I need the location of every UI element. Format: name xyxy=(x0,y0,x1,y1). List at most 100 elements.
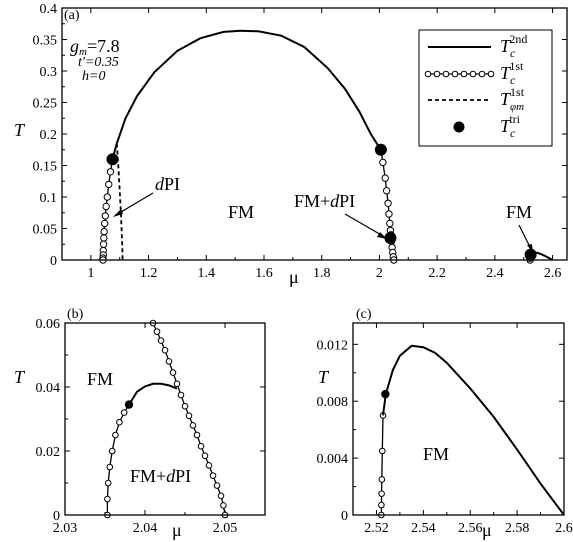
y-tick-label: 0.2 xyxy=(40,128,58,143)
x-tick-label: 2.52 xyxy=(364,521,389,536)
y-tick-label: 0.4 xyxy=(40,2,58,17)
series-Tphim1st xyxy=(115,143,124,261)
x-tick-label: 2.4 xyxy=(486,266,504,281)
open-circle-point xyxy=(106,168,115,176)
panel-c-xlabel: μ xyxy=(482,520,492,540)
open-circle-point xyxy=(153,328,161,335)
legend-entry-tphim1st: Tφm1st xyxy=(500,85,525,113)
open-circle-point xyxy=(385,210,393,218)
tricritical-point xyxy=(384,231,397,244)
tricritical-point xyxy=(106,153,119,166)
panel-a-xlabel: μ xyxy=(289,267,299,287)
open-circle-point xyxy=(120,409,128,416)
x-tick-label: 1.6 xyxy=(255,266,273,281)
x-tick-label: 2 xyxy=(376,266,383,281)
param-gm: gm=7.8 xyxy=(70,36,120,58)
x-tick-label: 1.4 xyxy=(198,266,216,281)
open-circle-point xyxy=(193,431,201,439)
x-tick-label: 2.56 xyxy=(458,521,483,536)
annotation-b-fm-dpi: FM+dPI xyxy=(130,466,191,486)
open-circle-point xyxy=(105,180,113,189)
panel-a-ticks: 1 1.2 1.4 1.6 1.8 2 2.2 2.4 2.6 0 0.05 0.1 0.15 0.2 0.… xyxy=(33,2,567,281)
annotation-fm-dpi-arrowhead xyxy=(377,232,387,239)
x-tick-label: 2.04 xyxy=(133,521,158,536)
open-circle-point xyxy=(157,337,165,344)
open-circle-point xyxy=(386,219,394,228)
x-tick-label: 1.8 xyxy=(313,266,331,281)
x-tick-label: 2.54 xyxy=(411,521,436,536)
tricritical-point xyxy=(374,143,387,156)
panel-c-label: (c) xyxy=(356,307,372,322)
open-circle-point xyxy=(378,490,385,497)
y-tick-label: 0.15 xyxy=(33,160,58,175)
annotation-fm-right: FM xyxy=(506,202,532,222)
panel-a-label: (a) xyxy=(64,8,80,23)
x-tick-label: 1 xyxy=(87,266,94,281)
open-circle-point xyxy=(116,418,123,426)
panel-b-ticks: 2.03 2.04 2.05 0 0.02 0.04 0.06 xyxy=(36,317,265,536)
panel-b: 2.03 2.04 2.05 0 0.02 0.04 0.06 (b) T μ FM FM+… xyxy=(14,307,266,540)
open-circle-point xyxy=(384,199,392,208)
tricritical-point xyxy=(381,389,390,399)
series-Tc2nd xyxy=(128,382,178,406)
series-Tc2nd xyxy=(111,29,382,160)
open-circle-point xyxy=(217,492,225,500)
legend-swatch-dot xyxy=(453,121,465,133)
tricritical-point xyxy=(124,400,134,409)
open-circle-point xyxy=(101,212,109,220)
open-circle-point xyxy=(181,402,189,410)
x-tick-label: 1.2 xyxy=(140,266,158,281)
open-circle-point xyxy=(165,358,173,365)
open-circle-point xyxy=(209,472,217,479)
y-tick-label: 0.05 xyxy=(33,223,58,238)
open-circle-point xyxy=(173,380,181,388)
y-tick-label: 0.06 xyxy=(36,317,61,332)
open-circle-point xyxy=(102,202,110,211)
open-circle-point xyxy=(205,462,213,469)
open-circle-point xyxy=(100,227,108,236)
x-tick-label: 2.6 xyxy=(555,521,573,536)
open-circle-point xyxy=(104,495,111,503)
open-circle-point xyxy=(103,193,112,201)
open-circle-point xyxy=(382,187,391,195)
legend-entry-tc1st: Tc1st xyxy=(500,59,524,87)
param-tprime: t'=0.35 xyxy=(78,55,119,70)
open-circle-point xyxy=(106,463,114,471)
open-circle-point xyxy=(378,476,386,483)
legend-entry-tc2nd: Tc2nd xyxy=(500,32,527,60)
open-circle-point xyxy=(381,174,389,182)
open-circle-point xyxy=(108,447,116,455)
panel-b-xlabel: μ xyxy=(172,520,182,540)
panel-c-ticks: 2.52 2.54 2.56 2.58 2.6 0 0.004 0.008 0.012 xyxy=(317,323,573,536)
open-circle-point xyxy=(197,442,205,450)
y-tick-label: 0 xyxy=(50,254,57,269)
series-Tc1st xyxy=(380,415,384,515)
annotation-c-fm: FM xyxy=(423,444,449,464)
open-circle-point xyxy=(99,240,108,248)
panel-a-frame xyxy=(61,7,568,261)
annotation-fm-dpi-arrow xyxy=(344,213,384,237)
annotation-dpi-arrow xyxy=(115,192,154,216)
panel-a: 1 1.2 1.4 1.6 1.8 2 2.2 2.4 2.6 0 0.05 0.1 0.15 0.2 0.… xyxy=(14,2,568,287)
annotation-fm: FM xyxy=(228,202,254,222)
open-circle-point xyxy=(177,391,185,399)
panel-b-series xyxy=(104,319,229,519)
open-circle-point xyxy=(379,158,387,167)
annotation-b-fm: FM xyxy=(87,369,113,389)
y-tick-label: 0 xyxy=(341,509,348,524)
legend-box xyxy=(418,29,553,147)
x-tick-label: 2.6 xyxy=(544,266,562,281)
open-circle-point xyxy=(101,219,109,228)
y-tick-label: 0.04 xyxy=(36,381,61,396)
legend-entry-tctri: Tctri xyxy=(500,112,521,140)
annotation-dpi-arrowhead xyxy=(113,209,123,217)
y-tick-label: 0 xyxy=(53,509,60,524)
panel-b-frame xyxy=(64,322,266,516)
x-tick-label: 2.05 xyxy=(213,521,238,536)
x-tick-label: 2.58 xyxy=(505,521,530,536)
open-circle-point xyxy=(201,452,209,460)
series-Tc2nd xyxy=(382,344,565,516)
open-circle-point xyxy=(378,501,385,509)
